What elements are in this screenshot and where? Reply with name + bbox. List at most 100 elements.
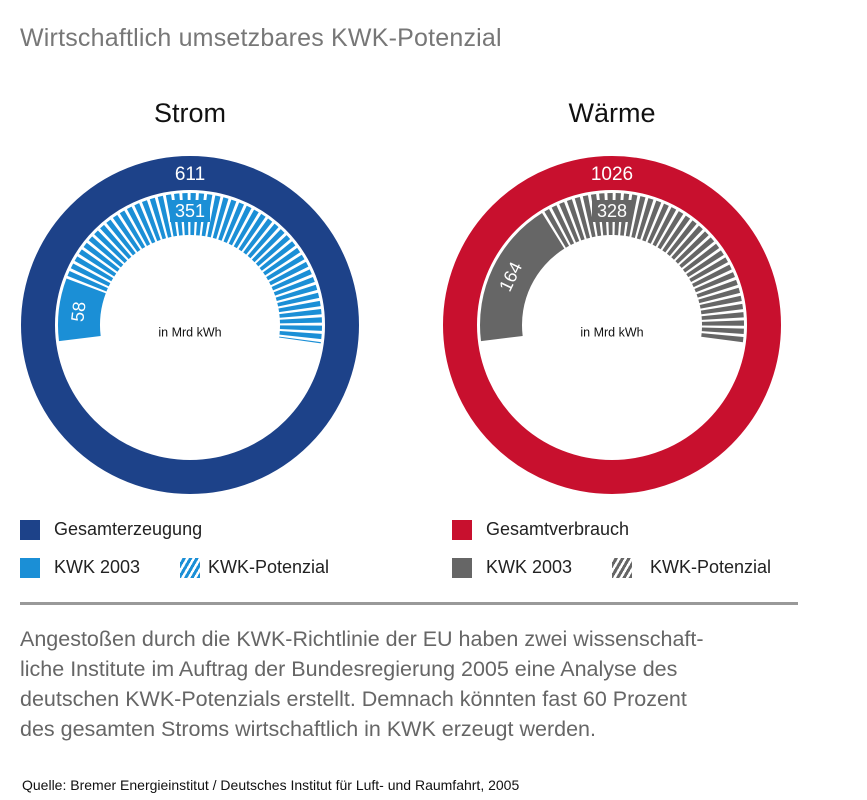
kwk-potenzial-hatch-bar bbox=[233, 209, 259, 249]
legend-item-kwk2003-waerme: KWK 2003 bbox=[452, 557, 572, 578]
legend-label: Gesamterzeugung bbox=[54, 519, 203, 539]
kwk-potenzial-hatch-bar bbox=[238, 213, 266, 252]
description-line: liche Institute im Auftrag der Bundesreg… bbox=[20, 657, 678, 681]
kwk-potenzial-hatch-bar bbox=[544, 208, 570, 248]
kwk-potenzial-hatch-bar bbox=[88, 236, 124, 268]
legend-label: KWK-Potenzial bbox=[208, 557, 330, 577]
kwk-potenzial-hatch-bar bbox=[551, 205, 575, 245]
kwk-potenzial-hatch-bar bbox=[134, 203, 156, 244]
legend-label: KWK 2003 bbox=[486, 557, 573, 577]
kwk-potenzial-hatch-bar bbox=[212, 197, 229, 239]
page-title: Wirtschaftlich umsetzbares KWK-Potenzial bbox=[20, 24, 502, 52]
kwk-potenzial-hatch-bar bbox=[207, 195, 221, 238]
kwk-potenzial-hatch-bar bbox=[642, 200, 662, 242]
kwk-potenzial-hatch-bar bbox=[266, 254, 305, 281]
kwk-potenzial-hatch-bar bbox=[662, 215, 691, 253]
kwk-potenzial-hatch-bar bbox=[78, 249, 117, 277]
kwk-potenzial-hatch-bar bbox=[70, 263, 111, 287]
kwk-potenzial-hatch-bar bbox=[698, 287, 741, 304]
kwk-potenzial-hatch-bar bbox=[271, 269, 312, 291]
kwk-potenzial-hatch-bar bbox=[701, 333, 744, 343]
description-text: Angestoßen durch die KWK-Richtlinie der … bbox=[20, 624, 820, 744]
description-line: Angestoßen durch die KWK-Richtlinie der … bbox=[20, 627, 704, 651]
legend-item-potenzial-strom: KWK-Potenzial bbox=[180, 557, 329, 578]
legend-item-kwk2003-strom: KWK 2003 bbox=[20, 557, 140, 578]
kwk-potenzial-label-bg bbox=[170, 200, 210, 222]
legend-swatch bbox=[20, 519, 40, 540]
kwk-potenzial-hatch-bar bbox=[243, 218, 273, 255]
kwk-potenzial-hatch-bar bbox=[701, 320, 744, 326]
kwk-potenzial-hatch-bar bbox=[67, 270, 108, 292]
kwk2003-segment bbox=[480, 213, 565, 342]
kwk-potenzial-hatch-bar bbox=[696, 279, 738, 298]
kwk-potenzial-hatch-bar bbox=[692, 264, 732, 288]
kwk-potenzial-hatch-bar bbox=[666, 220, 697, 256]
total-value-label: 1026 bbox=[591, 164, 633, 185]
kwk-potenzial-value-label: 328 bbox=[597, 201, 627, 221]
kwk-potenzial-hatch-bar bbox=[574, 196, 591, 239]
legend-label: KWK-Potenzial bbox=[650, 557, 772, 577]
kwk-potenzial-hatch-bar bbox=[275, 284, 318, 302]
kwk-potenzial-hatch-bar bbox=[701, 327, 744, 334]
divider bbox=[20, 602, 798, 605]
kwk-potenzial-hatch-bar bbox=[83, 242, 120, 272]
kwk2003-value-label: 58 bbox=[67, 301, 89, 323]
kwk-potenzial-hatch-bar bbox=[675, 231, 709, 264]
kwk-potenzial-hatch-bar bbox=[279, 331, 322, 340]
kwk-potenzial-hatch-bar bbox=[149, 197, 167, 240]
kwk-potenzial-hatch-bar bbox=[94, 230, 128, 264]
legend-swatch bbox=[20, 557, 40, 578]
kwk-potenzial-hatch-bar bbox=[689, 257, 729, 283]
kwk-potenzial-hatch-bar bbox=[679, 237, 715, 268]
kwk-potenzial-hatch-bar bbox=[112, 214, 141, 252]
total-ring bbox=[443, 156, 781, 494]
kwk-potenzial-hatch-bar bbox=[126, 206, 151, 246]
kwk-potenzial-hatch-bar bbox=[671, 225, 703, 260]
kwk-potenzial-hatch-bar bbox=[157, 195, 172, 238]
description-line: des gesamten Stroms wirtschaftlich in KW… bbox=[20, 717, 596, 741]
chart-title-strom: Strom bbox=[153, 98, 226, 128]
kwk-potenzial-hatch-bar bbox=[559, 202, 580, 243]
legend-swatch bbox=[452, 557, 472, 578]
source-note: Quelle: Bremer Energieinstitut / Deutsch… bbox=[22, 777, 520, 793]
legend-swatch-hatched bbox=[612, 557, 632, 578]
kwk-potenzial-hatch-bar bbox=[228, 205, 252, 246]
kwk-potenzial-hatch-bar bbox=[218, 199, 237, 241]
kwk-potenzial-hatch-bar bbox=[251, 229, 285, 263]
legend-label: Gesamtverbrauch bbox=[486, 519, 630, 539]
kwk-potenzial-hatch-bar bbox=[699, 295, 742, 309]
total-value-label: 611 bbox=[175, 164, 205, 185]
kwk-potenzial-hatch-bar bbox=[700, 303, 744, 315]
kwk-potenzial-hatch-bar bbox=[100, 224, 132, 260]
kwk-potenzial-hatch-bar bbox=[631, 196, 646, 238]
kwk-potenzial-hatch-bar bbox=[259, 241, 296, 271]
total-ring bbox=[21, 156, 359, 494]
kwk-potenzial-hatch-bar bbox=[223, 202, 245, 243]
kwk-potenzial-hatch-bar bbox=[686, 250, 724, 278]
kwk-potenzial-hatch-bar bbox=[119, 210, 146, 249]
kwk-potenzial-hatch-bar bbox=[657, 211, 684, 250]
kwk-potenzial-hatch-bar bbox=[269, 261, 309, 286]
kwk-potenzial-value-label: 351 bbox=[175, 201, 205, 221]
legend-swatch bbox=[452, 519, 472, 540]
kwk-potenzial-hatch-bar bbox=[566, 199, 585, 241]
kwk-potenzial-hatch-bar bbox=[636, 198, 654, 240]
kwk-potenzial-hatch-bar bbox=[279, 317, 322, 324]
kwk-potenzial-hatch-bar bbox=[273, 276, 315, 296]
description-line: deutschen KWK-Potenzials erstellt. Demna… bbox=[20, 687, 687, 711]
unit-label: in Mrd kWh bbox=[158, 325, 221, 339]
unit-label: in Mrd kWh bbox=[580, 325, 643, 339]
kwk-potenzial-hatch-bar bbox=[74, 256, 114, 282]
kwk-potenzial-hatch-bar bbox=[263, 247, 301, 276]
kwk-potenzial-hatch-bar bbox=[141, 200, 161, 242]
kwk-potenzial-hatch-bar bbox=[682, 243, 720, 273]
kwk-potenzial-hatch-bar bbox=[106, 219, 136, 256]
chart-title-waerme: Wärme bbox=[568, 98, 656, 128]
kwk-potenzial-hatch-bar bbox=[279, 325, 322, 331]
kwk-potenzial-hatch-bar bbox=[277, 292, 320, 307]
kwk-potenzial-hatch-bar bbox=[247, 223, 279, 259]
kwk-potenzial-label-bg bbox=[592, 200, 632, 222]
kwk-potenzial-hatch-bar bbox=[255, 235, 291, 267]
legend-label: KWK 2003 bbox=[54, 557, 141, 577]
